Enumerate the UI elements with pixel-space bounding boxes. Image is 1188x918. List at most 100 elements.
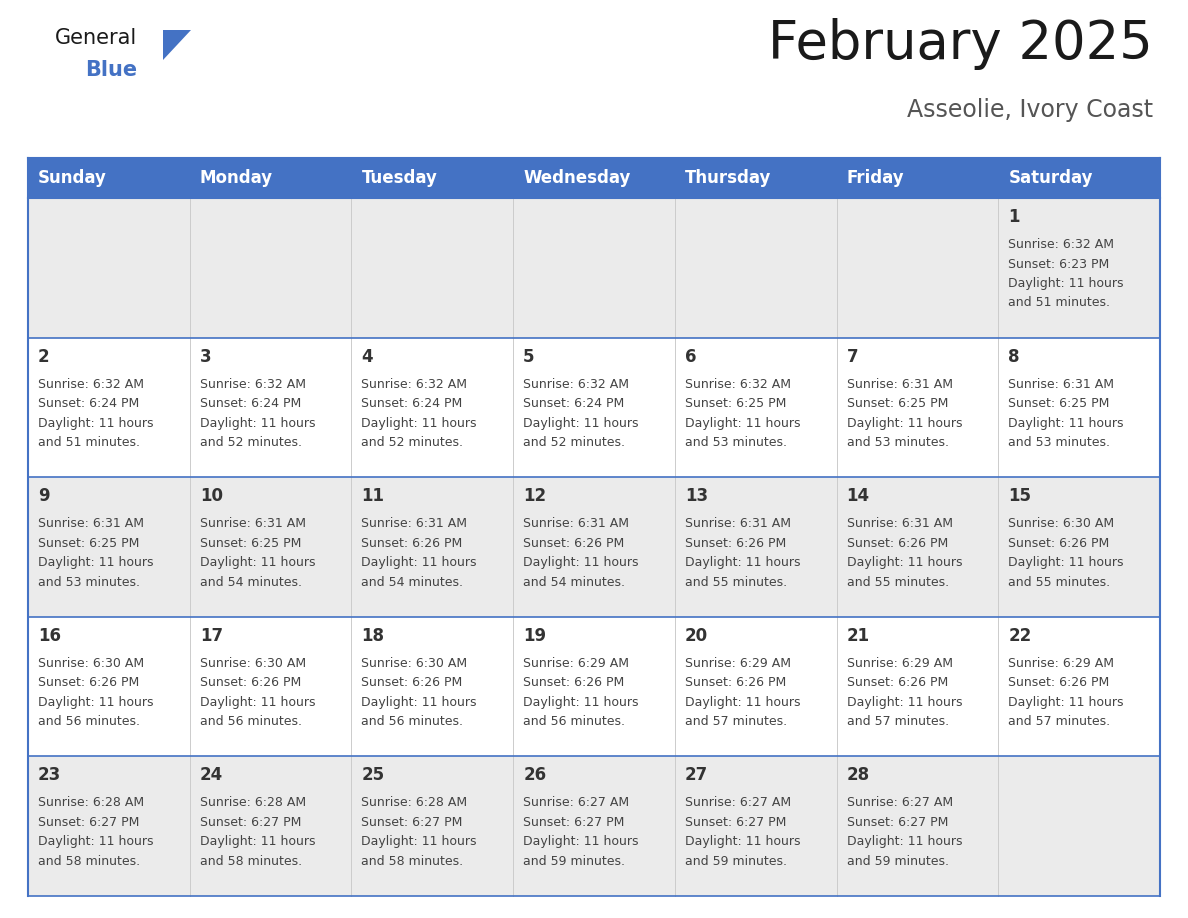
Text: Sunset: 6:26 PM: Sunset: 6:26 PM xyxy=(847,537,948,550)
Text: and 59 minutes.: and 59 minutes. xyxy=(847,855,948,868)
Text: 26: 26 xyxy=(523,767,546,784)
Text: February 2025: February 2025 xyxy=(769,18,1154,70)
Bar xyxy=(29,756,190,896)
Text: Sunset: 6:26 PM: Sunset: 6:26 PM xyxy=(847,677,948,689)
Bar xyxy=(998,338,1159,477)
Text: Daylight: 11 hours: Daylight: 11 hours xyxy=(847,835,962,848)
Text: 1: 1 xyxy=(1009,208,1019,226)
Text: Sunrise: 6:29 AM: Sunrise: 6:29 AM xyxy=(1009,656,1114,670)
Text: Sunrise: 6:30 AM: Sunrise: 6:30 AM xyxy=(38,656,144,670)
Text: 21: 21 xyxy=(847,627,870,644)
Bar xyxy=(352,617,513,756)
Text: Sunrise: 6:32 AM: Sunrise: 6:32 AM xyxy=(1009,238,1114,251)
Text: 23: 23 xyxy=(38,767,62,784)
Text: 12: 12 xyxy=(523,487,546,505)
Text: 15: 15 xyxy=(1009,487,1031,505)
Bar xyxy=(190,338,352,477)
Bar xyxy=(675,198,836,338)
Bar xyxy=(998,198,1159,338)
Text: Sunset: 6:25 PM: Sunset: 6:25 PM xyxy=(38,537,139,550)
Text: 25: 25 xyxy=(361,767,385,784)
Text: Sunrise: 6:29 AM: Sunrise: 6:29 AM xyxy=(847,656,953,670)
Bar xyxy=(836,617,998,756)
Text: Sunset: 6:25 PM: Sunset: 6:25 PM xyxy=(847,397,948,410)
Text: Sunset: 6:27 PM: Sunset: 6:27 PM xyxy=(200,816,301,829)
Text: Daylight: 11 hours: Daylight: 11 hours xyxy=(847,696,962,709)
Text: 22: 22 xyxy=(1009,627,1031,644)
Text: Sunrise: 6:31 AM: Sunrise: 6:31 AM xyxy=(684,517,791,531)
Text: Sunset: 6:24 PM: Sunset: 6:24 PM xyxy=(38,397,139,410)
Text: Sunset: 6:24 PM: Sunset: 6:24 PM xyxy=(200,397,301,410)
Bar xyxy=(513,617,675,756)
Text: and 56 minutes.: and 56 minutes. xyxy=(200,715,302,728)
Text: and 52 minutes.: and 52 minutes. xyxy=(361,436,463,449)
Text: Daylight: 11 hours: Daylight: 11 hours xyxy=(684,696,801,709)
Bar xyxy=(29,617,190,756)
Text: 16: 16 xyxy=(38,627,61,644)
Bar xyxy=(675,617,836,756)
Text: 28: 28 xyxy=(847,767,870,784)
Text: Sunrise: 6:31 AM: Sunrise: 6:31 AM xyxy=(847,517,953,531)
Text: 5: 5 xyxy=(523,348,535,365)
Bar xyxy=(675,477,836,617)
Text: and 56 minutes.: and 56 minutes. xyxy=(361,715,463,728)
Text: Daylight: 11 hours: Daylight: 11 hours xyxy=(523,556,639,569)
Text: Daylight: 11 hours: Daylight: 11 hours xyxy=(361,556,476,569)
Text: Daylight: 11 hours: Daylight: 11 hours xyxy=(200,696,315,709)
Bar xyxy=(836,338,998,477)
Text: and 54 minutes.: and 54 minutes. xyxy=(200,576,302,588)
Text: 27: 27 xyxy=(684,767,708,784)
Bar xyxy=(998,158,1159,198)
Text: Daylight: 11 hours: Daylight: 11 hours xyxy=(200,556,315,569)
Bar xyxy=(190,756,352,896)
Text: Sunset: 6:26 PM: Sunset: 6:26 PM xyxy=(361,677,462,689)
Text: Sunrise: 6:32 AM: Sunrise: 6:32 AM xyxy=(523,377,630,390)
Text: Daylight: 11 hours: Daylight: 11 hours xyxy=(38,417,153,430)
Text: and 52 minutes.: and 52 minutes. xyxy=(200,436,302,449)
Text: Daylight: 11 hours: Daylight: 11 hours xyxy=(523,696,639,709)
Bar xyxy=(190,617,352,756)
Text: and 58 minutes.: and 58 minutes. xyxy=(200,855,302,868)
Text: Daylight: 11 hours: Daylight: 11 hours xyxy=(523,417,639,430)
Text: 8: 8 xyxy=(1009,348,1019,365)
Text: and 54 minutes.: and 54 minutes. xyxy=(361,576,463,588)
Bar xyxy=(190,477,352,617)
Text: Sunday: Sunday xyxy=(38,169,107,187)
Text: Sunrise: 6:29 AM: Sunrise: 6:29 AM xyxy=(684,656,791,670)
Bar xyxy=(190,158,352,198)
Text: Sunset: 6:26 PM: Sunset: 6:26 PM xyxy=(361,537,462,550)
Text: Sunrise: 6:31 AM: Sunrise: 6:31 AM xyxy=(847,377,953,390)
Text: and 51 minutes.: and 51 minutes. xyxy=(1009,297,1111,309)
Bar xyxy=(675,338,836,477)
Text: Sunrise: 6:27 AM: Sunrise: 6:27 AM xyxy=(684,797,791,810)
Text: Sunrise: 6:32 AM: Sunrise: 6:32 AM xyxy=(38,377,144,390)
Text: and 59 minutes.: and 59 minutes. xyxy=(523,855,625,868)
Bar xyxy=(190,198,352,338)
Text: and 56 minutes.: and 56 minutes. xyxy=(523,715,625,728)
Text: 17: 17 xyxy=(200,627,223,644)
Text: 18: 18 xyxy=(361,627,385,644)
Bar xyxy=(998,617,1159,756)
Text: and 58 minutes.: and 58 minutes. xyxy=(361,855,463,868)
Text: and 55 minutes.: and 55 minutes. xyxy=(1009,576,1111,588)
Polygon shape xyxy=(163,30,191,60)
Bar xyxy=(836,198,998,338)
Text: Sunset: 6:27 PM: Sunset: 6:27 PM xyxy=(523,816,625,829)
Text: Sunrise: 6:28 AM: Sunrise: 6:28 AM xyxy=(38,797,144,810)
Text: Wednesday: Wednesday xyxy=(523,169,631,187)
Text: and 55 minutes.: and 55 minutes. xyxy=(684,576,786,588)
Text: and 53 minutes.: and 53 minutes. xyxy=(1009,436,1111,449)
Text: Sunset: 6:26 PM: Sunset: 6:26 PM xyxy=(684,677,786,689)
Bar xyxy=(836,158,998,198)
Text: 3: 3 xyxy=(200,348,211,365)
Text: and 54 minutes.: and 54 minutes. xyxy=(523,576,625,588)
Text: Daylight: 11 hours: Daylight: 11 hours xyxy=(38,556,153,569)
Bar xyxy=(352,198,513,338)
Text: 4: 4 xyxy=(361,348,373,365)
Text: Sunset: 6:25 PM: Sunset: 6:25 PM xyxy=(684,397,786,410)
Text: and 53 minutes.: and 53 minutes. xyxy=(847,436,948,449)
Text: 9: 9 xyxy=(38,487,50,505)
Bar xyxy=(998,477,1159,617)
Text: Sunset: 6:27 PM: Sunset: 6:27 PM xyxy=(38,816,139,829)
Text: Sunrise: 6:27 AM: Sunrise: 6:27 AM xyxy=(847,797,953,810)
